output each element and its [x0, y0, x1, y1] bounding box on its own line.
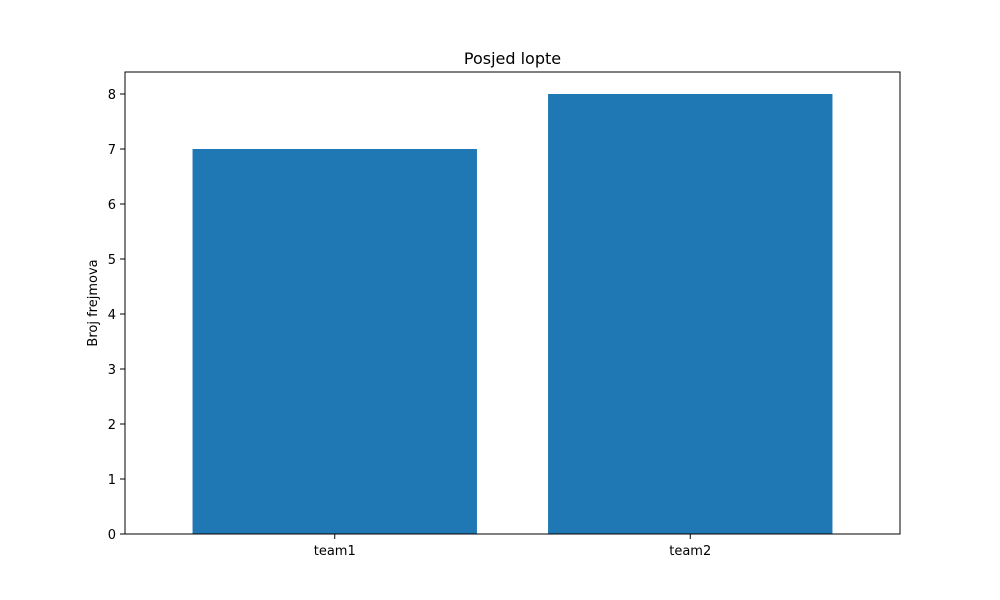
axes-frame: [124, 71, 901, 535]
y-axis-title: Broj frejmova: [86, 259, 101, 346]
y-tick-label-7: 7: [108, 143, 116, 158]
chart-title: Posjed lopte: [464, 49, 561, 68]
y-tick-label-3: 3: [108, 363, 116, 378]
y-tick-label-0: 0: [108, 528, 116, 543]
y-tick-label-8: 8: [108, 88, 116, 103]
y-tick-label-4: 4: [108, 308, 116, 323]
y-tick-label-1: 1: [108, 473, 116, 488]
y-tick-label-6: 6: [108, 198, 116, 213]
bar-team1: [192, 149, 477, 534]
y-tick-label-5: 5: [108, 253, 116, 268]
y-tick-label-2: 2: [108, 418, 116, 433]
x-tick-label-team2: team2: [669, 544, 711, 559]
plot-area: team1 team2 0 1 2 3 4 5 6 7 8: [108, 71, 901, 559]
bar-team2: [548, 94, 833, 534]
x-tick-label-team1: team1: [314, 544, 356, 559]
